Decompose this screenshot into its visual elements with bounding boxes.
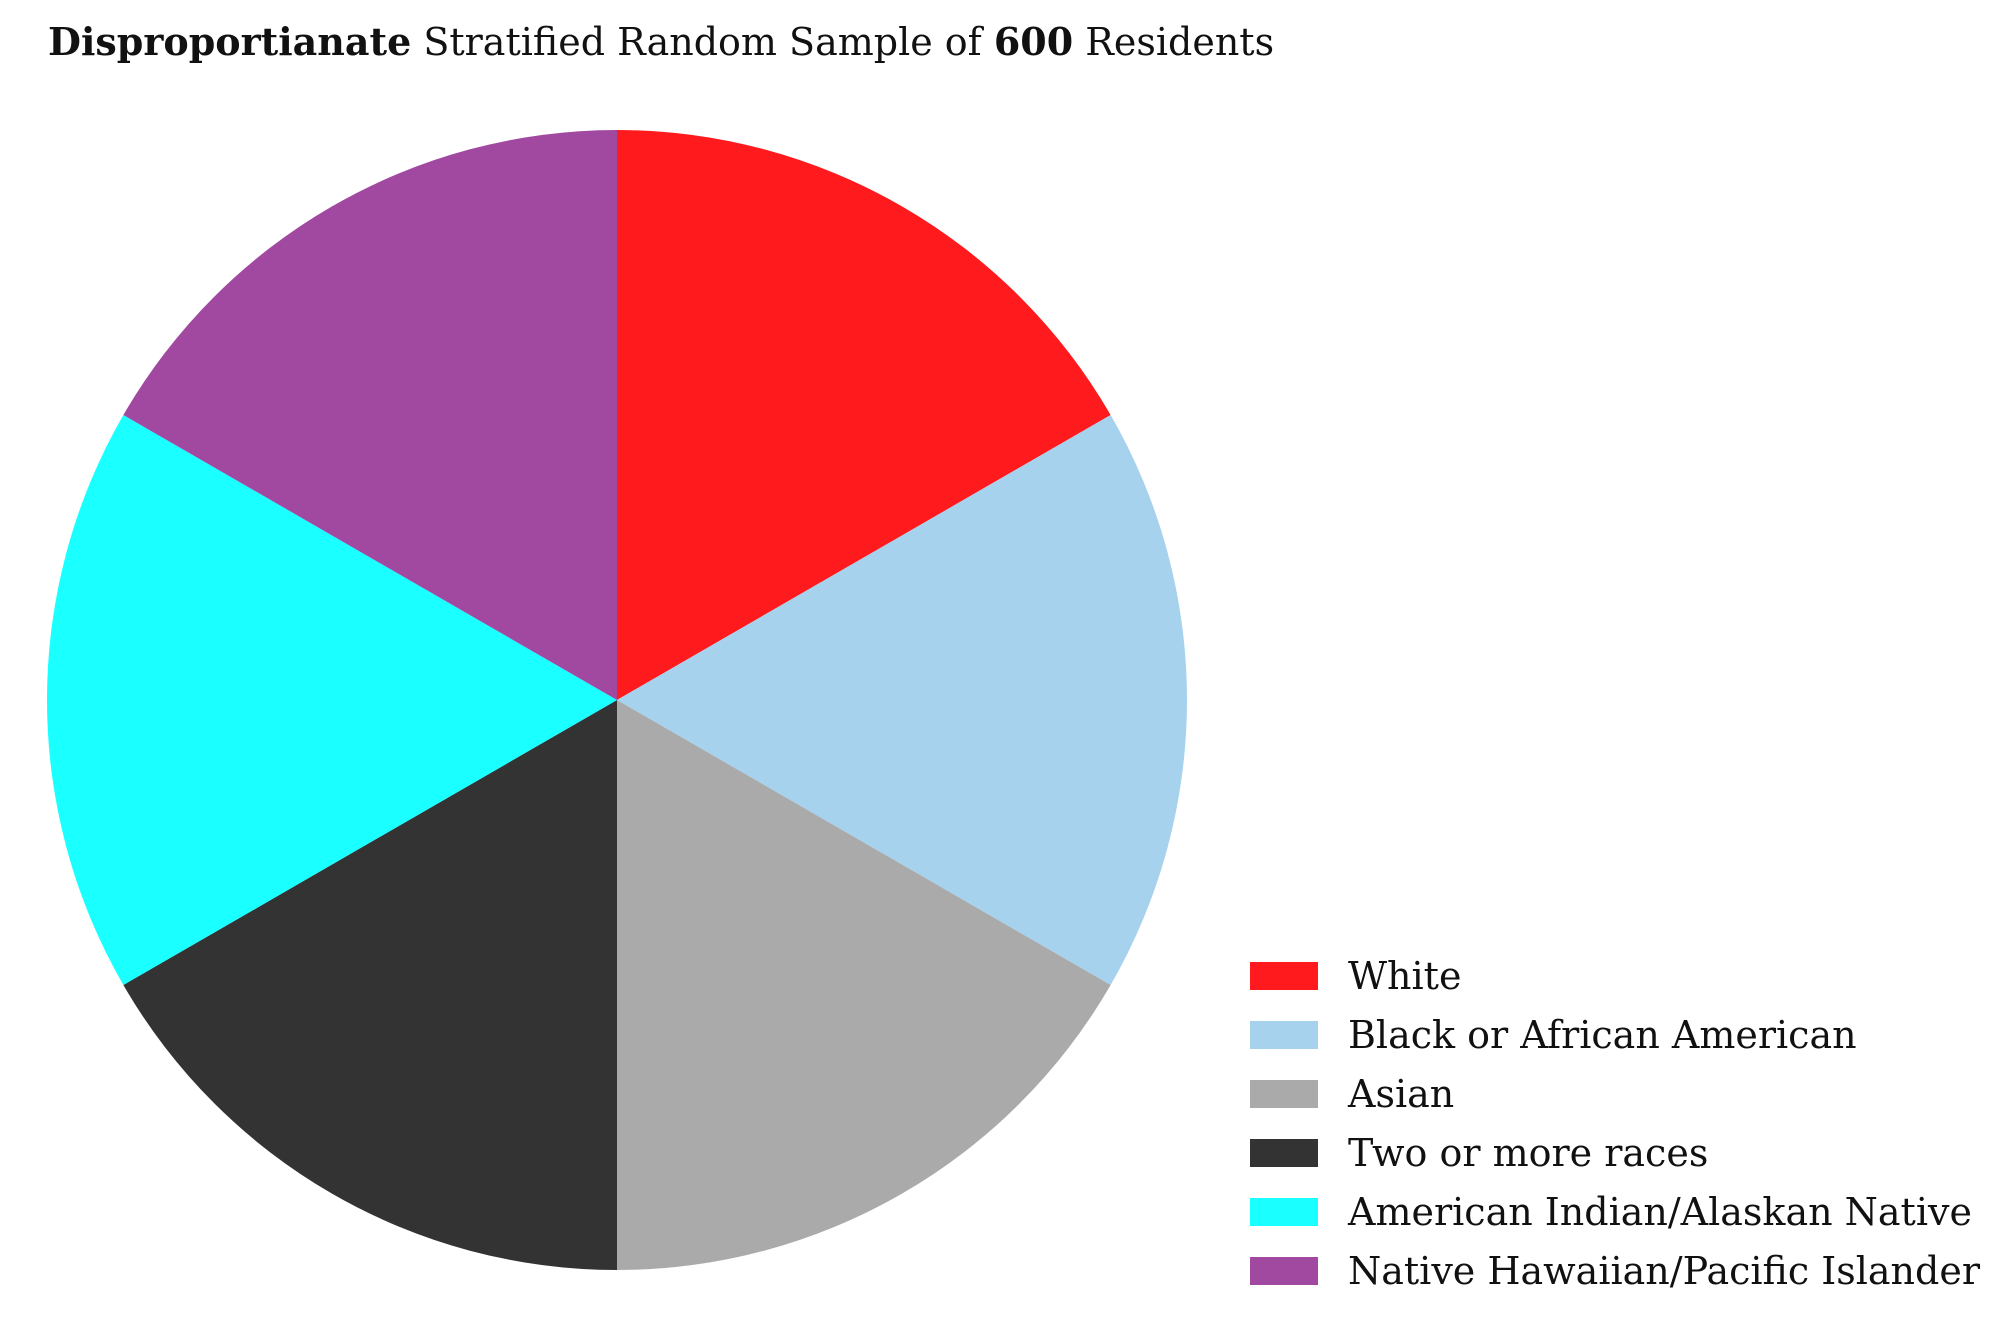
pie-slices [46,130,1187,1270]
legend-label: Asian [1348,1071,1455,1116]
legend-label: Black or African American [1348,1012,1857,1057]
title-bold-word: Disproportianate [48,19,412,64]
legend-label: American Indian/Alaskan Native [1348,1189,1972,1234]
pie-slice-native-hawaiian-pacific-islander [123,130,618,700]
title-sample-size: 600 [993,19,1074,64]
pie-slice-black-or-african-american [617,415,1187,985]
chart-legend: White Black or African American Asian Two o… [1250,946,1980,1300]
legend-swatch [1250,961,1318,990]
legend-label: White [1348,953,1462,998]
title-end-text: Residents [1073,20,1275,64]
legend-item-native-hawaiian-pacific-islander: Native Hawaiian/Pacific Islander [1250,1241,1980,1300]
pie-slice-asian [617,700,1111,1270]
legend-label: Native Hawaiian/Pacific Islander [1348,1248,1981,1293]
legend-swatch [1250,1020,1318,1049]
legend-item-two-or-more-races: Two or more races [1250,1123,1980,1182]
title-middle-text: Stratified Random Sample of [411,20,994,64]
legend-swatch [1250,1079,1318,1108]
pie-slice-american-indian-alaskan-native [46,415,617,985]
legend-item-asian: Asian [1250,1064,1980,1123]
legend-item-white: White [1250,946,1980,1005]
legend-item-black-or-african-american: Black or African American [1250,1005,1980,1064]
legend-swatch [1250,1197,1318,1226]
pie-slice-two-or-more-races [123,700,618,1270]
legend-swatch [1250,1138,1318,1167]
pie-slice-white [617,130,1111,700]
chart-title: Disproportianate Stratified Random Sampl… [48,14,1274,70]
legend-label: Two or more races [1348,1130,1709,1175]
legend-item-american-indian-alaskan-native: American Indian/Alaskan Native [1250,1182,1980,1241]
legend-swatch [1250,1256,1318,1285]
